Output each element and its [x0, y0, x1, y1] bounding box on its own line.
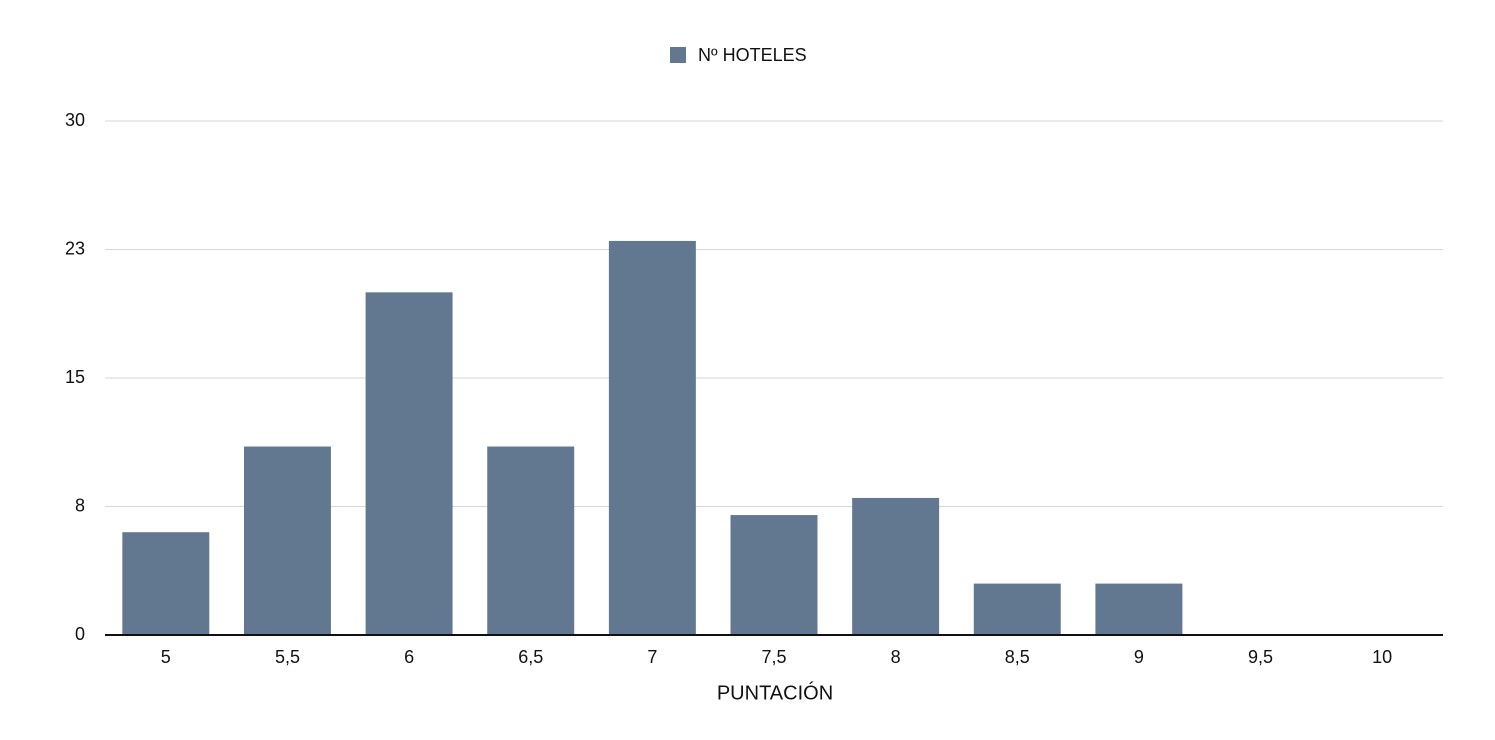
bar [852, 497, 940, 635]
x-tick-label: 6,5 [518, 647, 543, 667]
bar [608, 240, 696, 635]
legend-label: Nº HOTELES [698, 45, 807, 65]
y-tick-label: 30 [65, 110, 85, 130]
bar [122, 532, 210, 635]
x-tick-label: 7,5 [761, 647, 786, 667]
x-axis-label: PUNTACIÓN [717, 681, 833, 704]
x-tick-label: 9 [1134, 647, 1144, 667]
y-tick-label: 8 [75, 495, 85, 515]
x-tick-label: 5,5 [275, 647, 300, 667]
x-tick-label: 5 [161, 647, 171, 667]
y-tick-label: 0 [75, 624, 85, 644]
x-tick-label: 10 [1372, 647, 1392, 667]
bar [243, 446, 331, 635]
x-tick-label: 7 [647, 647, 657, 667]
x-tick-label: 9,5 [1248, 647, 1273, 667]
x-tick-label: 8,5 [1005, 647, 1030, 667]
x-tick-label: 6 [404, 647, 414, 667]
y-tick-label: 15 [65, 367, 85, 387]
bar [487, 446, 575, 635]
y-tick-label: 23 [65, 238, 85, 258]
bar [973, 583, 1061, 635]
bar [1095, 583, 1183, 635]
bar [730, 515, 818, 635]
x-tick-label: 8 [891, 647, 901, 667]
legend-swatch [670, 47, 686, 63]
bar [365, 292, 453, 635]
